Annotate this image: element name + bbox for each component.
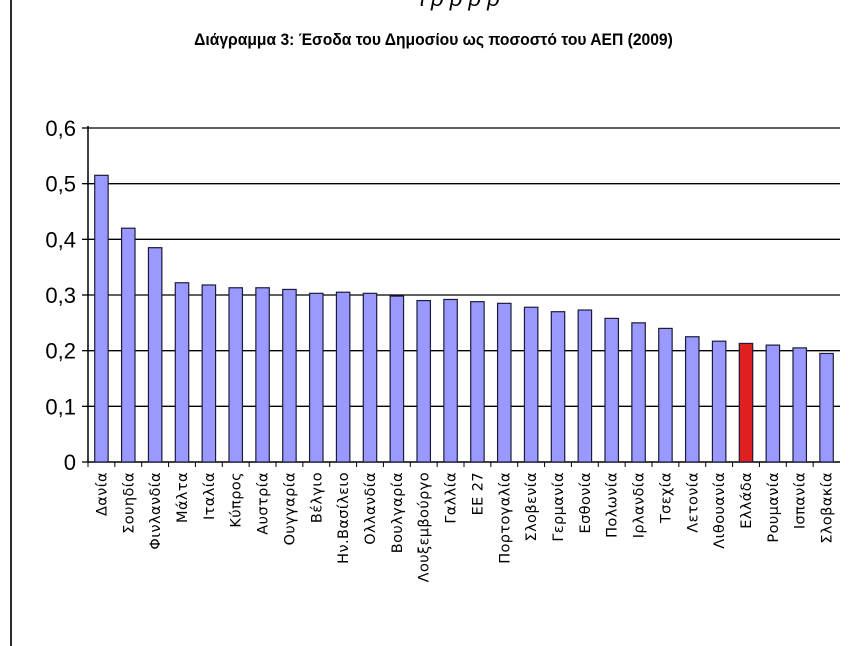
bar-6 bbox=[228, 287, 244, 463]
x-tick-label: Γερμανία bbox=[551, 472, 567, 542]
bar-14 bbox=[443, 298, 458, 463]
bar-9 bbox=[308, 292, 324, 463]
chart-title: Διάγραμμα 3: Έσοδα του Δημοσίου ως ποσοσ… bbox=[194, 30, 673, 49]
x-tick-label: Αυστρία bbox=[256, 472, 272, 535]
x-tick-label: Πορτογαλία bbox=[497, 472, 513, 564]
bar-2 bbox=[120, 227, 136, 463]
bar-15 bbox=[470, 301, 485, 463]
x-tick-label: Κύπρος bbox=[229, 472, 245, 528]
x-tick-label: Λουξεμβούργο bbox=[417, 472, 433, 582]
x-tick-label: Τσεχία bbox=[658, 472, 674, 524]
bar-19 bbox=[577, 309, 593, 463]
x-tick-label: Ουγγαρία bbox=[282, 472, 298, 545]
x-tick-label: Λιθουανία bbox=[712, 472, 728, 549]
bar-1 bbox=[94, 174, 109, 463]
x-tick-label: Ην.Βασίλειο bbox=[336, 472, 352, 564]
bar-16 bbox=[496, 302, 512, 463]
bar-8 bbox=[282, 288, 297, 463]
x-tick-label: Σλοβενία bbox=[524, 472, 540, 541]
bar-3 bbox=[147, 247, 163, 463]
x-tick-label: Σλοβακία bbox=[820, 472, 836, 544]
x-tick-label: Ιταλία bbox=[202, 472, 218, 520]
bar-17 bbox=[523, 306, 539, 463]
clipped-heading-fragment: ι ρ ρ ρ ρ bbox=[420, 0, 500, 12]
x-tick-label: Πολωνία bbox=[605, 472, 621, 538]
bar-24 bbox=[711, 340, 727, 463]
bar-18 bbox=[550, 311, 566, 463]
bar-13 bbox=[416, 299, 432, 463]
y-tick-label: 0,4 bbox=[45, 227, 76, 252]
x-tick-label: Γαλλία bbox=[444, 472, 460, 524]
bar-22 bbox=[658, 327, 673, 463]
left-border-rule bbox=[10, 0, 12, 646]
x-tick-label: Μάλτα bbox=[175, 472, 191, 523]
y-tick-label: 0,5 bbox=[45, 172, 76, 197]
x-tick-label: Ολλανδία bbox=[363, 472, 379, 545]
bar-11 bbox=[362, 292, 378, 463]
x-tick-label: Βουλγαρία bbox=[390, 472, 406, 553]
bar-7 bbox=[255, 287, 270, 463]
bar-28 bbox=[819, 352, 834, 463]
bar-4 bbox=[174, 282, 190, 463]
x-tick-label: Λετονία bbox=[685, 472, 701, 533]
bar-10 bbox=[335, 291, 351, 463]
bar-12 bbox=[389, 295, 405, 463]
x-tick-label: ΕΕ 27 bbox=[470, 472, 486, 515]
x-tick-label: Ιρλανδία bbox=[632, 472, 648, 538]
x-tick-label: Εσθονία bbox=[578, 472, 594, 533]
bar-21 bbox=[631, 322, 646, 463]
y-tick-label: 0,1 bbox=[45, 394, 76, 419]
x-tick-label: Δανία bbox=[94, 472, 110, 516]
y-tick-label: 0,6 bbox=[45, 116, 76, 141]
y-tick-label: 0,3 bbox=[45, 283, 76, 308]
y-tick-label: 0 bbox=[64, 450, 76, 475]
bar-20 bbox=[604, 317, 620, 463]
x-tick-label: Ρουμανία bbox=[766, 472, 782, 543]
x-tick-label: Σουηδία bbox=[121, 472, 137, 534]
x-tick-label: Βέλγιο bbox=[309, 472, 325, 523]
bar-5 bbox=[201, 284, 217, 463]
x-tick-label: Φινλανδία bbox=[148, 472, 164, 550]
bar-27 bbox=[792, 347, 808, 463]
bar-26 bbox=[765, 344, 781, 463]
bar-23 bbox=[684, 336, 700, 463]
bar-25 bbox=[738, 342, 754, 463]
x-tick-label: Ελλάδα bbox=[739, 472, 755, 529]
x-tick-label: Ισπανία bbox=[793, 472, 809, 529]
y-tick-label: 0,2 bbox=[45, 339, 76, 364]
